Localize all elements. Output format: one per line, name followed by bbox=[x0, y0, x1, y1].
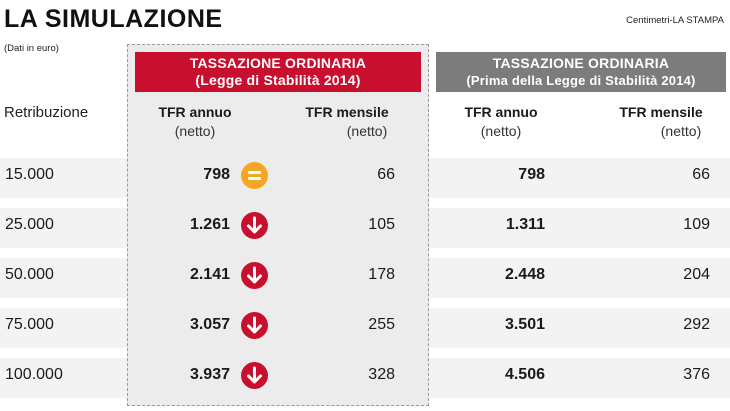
column-header-label: TFR mensile bbox=[619, 104, 703, 120]
down-arrow-icon bbox=[241, 262, 268, 289]
cell-tfr-mensile-old: 204 bbox=[683, 266, 710, 283]
cell-tfr-annuo-new: 1.261 bbox=[189, 216, 230, 233]
down-arrow-icon bbox=[241, 312, 268, 339]
cell-tfr-annuo-old: 4.506 bbox=[504, 366, 545, 383]
cell-tfr-annuo-old: 1.311 bbox=[505, 216, 545, 233]
column-header-sub: (netto) bbox=[346, 123, 388, 139]
cell-tfr-annuo-old: 3.501 bbox=[504, 316, 545, 333]
column-header-tfr-mensile-old: TFR mensile (netto) bbox=[606, 103, 716, 141]
equal-icon bbox=[241, 162, 268, 189]
cell-retribuzione: 25.000 bbox=[5, 216, 54, 233]
column-header-tfr-annuo-old: TFR annuo (netto) bbox=[446, 103, 556, 141]
column-header-tfr-mensile-new: TFR mensile (netto) bbox=[292, 103, 402, 141]
cell-retribuzione: 75.000 bbox=[5, 316, 54, 333]
cell-tfr-mensile-old: 66 bbox=[692, 166, 710, 183]
header-ordinaria-2014: TASSAZIONE ORDINARIA (Legge di Stabilità… bbox=[135, 52, 421, 92]
column-header-tfr-annuo-new: TFR annuo (netto) bbox=[140, 103, 250, 141]
highlighted-column-group bbox=[127, 44, 429, 406]
cell-tfr-mensile-new: 178 bbox=[368, 266, 395, 283]
source-credit: Centimetri-LA STAMPA bbox=[626, 15, 724, 26]
cell-tfr-annuo-old: 2.448 bbox=[504, 266, 545, 283]
header-line: (Legge di Stabilità 2014) bbox=[195, 72, 361, 88]
column-header-retribuzione: Retribuzione bbox=[4, 104, 89, 121]
cell-tfr-mensile-new: 255 bbox=[368, 316, 395, 333]
header-prima-2014: TASSAZIONE ORDINARIA (Prima della Legge … bbox=[436, 52, 726, 92]
column-header-sub: (netto) bbox=[480, 123, 522, 139]
cell-retribuzione: 50.000 bbox=[5, 266, 54, 283]
cell-tfr-mensile-new: 105 bbox=[368, 216, 395, 233]
down-arrow-icon bbox=[241, 212, 268, 239]
header-line: (Prima della Legge di Stabilità 2014) bbox=[466, 73, 696, 88]
cell-tfr-annuo-old: 798 bbox=[518, 166, 545, 183]
cell-tfr-annuo-new: 3.937 bbox=[189, 366, 230, 383]
cell-tfr-mensile-new: 66 bbox=[377, 166, 395, 183]
column-header-label: TFR annuo bbox=[464, 104, 538, 120]
page-title: LA SIMULAZIONE bbox=[4, 5, 223, 33]
unit-note: (Dati in euro) bbox=[4, 43, 59, 54]
column-header-sub: (netto) bbox=[174, 123, 216, 139]
cell-tfr-annuo-new: 2.141 bbox=[189, 266, 230, 283]
header-line: TASSAZIONE ORDINARIA bbox=[492, 55, 670, 71]
cell-tfr-mensile-old: 292 bbox=[683, 316, 710, 333]
cell-retribuzione: 100.000 bbox=[5, 366, 63, 383]
column-header-label: TFR annuo bbox=[158, 104, 232, 120]
cell-tfr-annuo-new: 3.057 bbox=[189, 316, 230, 333]
down-arrow-icon bbox=[241, 362, 268, 389]
cell-retribuzione: 15.000 bbox=[5, 166, 54, 183]
column-header-label: TFR mensile bbox=[305, 104, 389, 120]
cell-tfr-annuo-new: 798 bbox=[203, 166, 230, 183]
cell-tfr-mensile-old: 109 bbox=[683, 216, 710, 233]
column-header-sub: (netto) bbox=[660, 123, 702, 139]
cell-tfr-mensile-old: 376 bbox=[683, 366, 710, 383]
cell-tfr-mensile-new: 328 bbox=[368, 366, 395, 383]
header-line: TASSAZIONE ORDINARIA bbox=[189, 55, 367, 71]
